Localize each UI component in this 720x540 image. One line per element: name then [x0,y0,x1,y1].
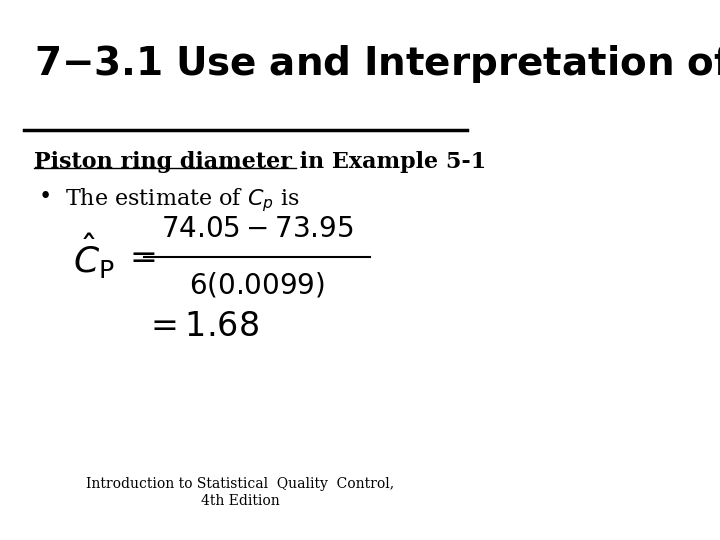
Text: •: • [38,186,52,208]
Text: $\hat{C}_{\mathrm{P}}$: $\hat{C}_{\mathrm{P}}$ [73,232,115,281]
Text: $=1.68$: $=1.68$ [144,310,259,343]
Text: $=$: $=$ [122,240,156,273]
Text: $74.05 - 73.95$: $74.05 - 73.95$ [161,216,354,243]
Text: $\mathbf{7\mathbf{-}3.1\ Use\ and\ Interpretation\ of\ }$$\mathbf{C_p}$: $\mathbf{7\mathbf{-}3.1\ Use\ and\ Inter… [34,43,720,90]
Text: Piston ring diameter in Example 5-1: Piston ring diameter in Example 5-1 [34,151,486,173]
Text: Introduction to Statistical  Quality  Control,
4th Edition: Introduction to Statistical Quality Cont… [86,477,395,508]
Text: The estimate of $C_p$ is: The estimate of $C_p$ is [65,186,300,214]
Text: $6(0.0099)$: $6(0.0099)$ [189,271,325,300]
